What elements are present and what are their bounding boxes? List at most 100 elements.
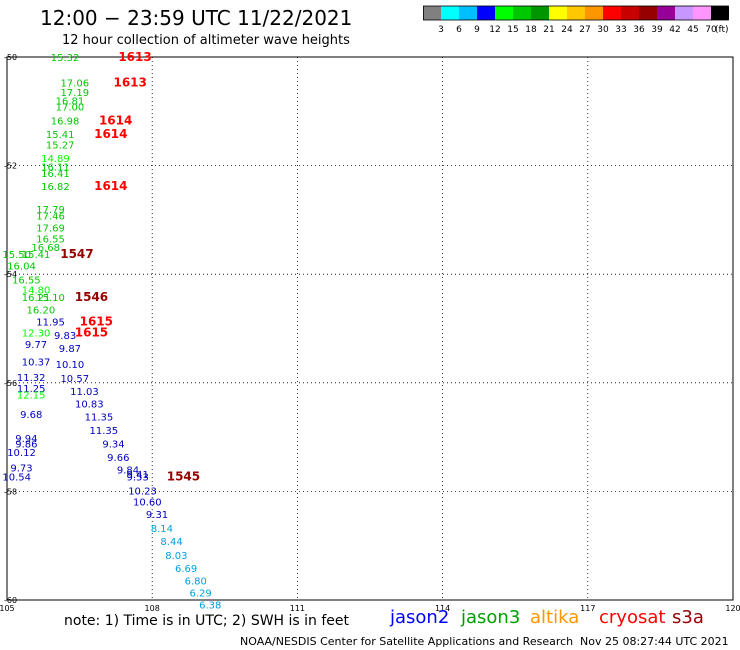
wave-height-value: 9.77 <box>25 340 47 351</box>
y-tick-label: -60 <box>4 596 17 605</box>
pass-time-label: 1546 <box>75 290 108 304</box>
wave-height-value: 16.04 <box>7 262 36 273</box>
wave-height-value: 16.81 <box>56 96 85 107</box>
wave-height-value: 9.66 <box>107 453 129 464</box>
wave-height-value: 12.15 <box>17 391 46 402</box>
wave-height-value: 16.21 <box>22 293 51 304</box>
wave-height-value: 9.83 <box>54 331 76 342</box>
wave-height-colorbar: 3 6 9 12 15 18 21 24 27 30 33 36 39 42 45 70(ft) <box>423 5 729 33</box>
wave-height-value: 11.03 <box>70 387 99 398</box>
wave-height-value: 15.41 <box>22 250 51 261</box>
wave-height-value: 16.55 <box>12 276 41 287</box>
colorbar-label: 18 <box>525 25 537 33</box>
colorbar-label: 9 <box>474 25 480 33</box>
wave-height-value: 14.80 <box>22 285 51 296</box>
wave-height-value: 11.35 <box>89 426 118 437</box>
wave-height-value: 6.38 <box>199 600 221 611</box>
colorbar-swatch <box>459 6 477 20</box>
wave-height-value: 6.29 <box>189 588 211 599</box>
pass-time-label: 1615 <box>80 314 113 328</box>
pass-time-label: 1613 <box>113 76 146 90</box>
wave-height-value: 10.23 <box>128 486 157 497</box>
wave-height-value: 17.46 <box>36 212 65 223</box>
wave-height-value: 11.25 <box>17 384 46 395</box>
colorbar-label: 3 <box>438 25 444 33</box>
colorbar-swatch <box>585 6 603 20</box>
wave-height-value: 14.89 <box>41 154 70 165</box>
wave-height-map: 105 108 111 114 117 120 -50 -52 -54 -56 -58 -60 15.3… <box>0 50 740 612</box>
x-tick-label: 111 <box>290 604 305 612</box>
colorbar-swatch <box>567 6 585 20</box>
pass-time-label: 1613 <box>118 50 151 64</box>
wave-height-value: 9.34 <box>102 440 124 451</box>
wave-height-value: 16.41 <box>41 169 70 180</box>
page-title: 12:00 − 23:59 UTC 11/22/2021 <box>40 6 353 30</box>
pass-time-label: 1545 <box>167 470 200 484</box>
footer-credit: NOAA/NESDIS Center for Satellite Applica… <box>240 635 574 648</box>
y-tick-label: -52 <box>4 162 17 171</box>
wave-height-value: 9.41 <box>127 470 149 481</box>
colorbar-swatch <box>621 6 639 20</box>
wave-height-value: 12.30 <box>22 328 51 339</box>
wave-height-value: 9.94 <box>15 434 37 445</box>
colorbar-label: 39 <box>651 25 663 33</box>
colorbar-label: 45 <box>687 25 698 33</box>
colorbar-swatch <box>657 6 675 20</box>
wave-height-value: 9.53 <box>127 473 149 484</box>
wave-height-value: 15.32 <box>51 53 80 64</box>
footer-note: note: 1) Time is in UTC; 2) SWH is in fe… <box>64 613 350 629</box>
x-tick-label: 117 <box>580 604 595 612</box>
wave-height-value: 10.83 <box>75 399 104 410</box>
colorbar-swatch <box>423 6 441 20</box>
legend-s3a: s3a <box>672 607 704 628</box>
footer-generated-date: Nov 25 08:27:44 UTC 2021 <box>580 635 729 648</box>
colorbar-swatch <box>495 6 513 20</box>
wave-height-value: 6.80 <box>185 576 207 587</box>
colorbar-label: 70 <box>705 25 717 33</box>
wave-height-value: 9.86 <box>15 440 37 451</box>
colorbar-label: 30 <box>597 25 609 33</box>
colorbar-label: 12 <box>489 25 500 33</box>
wave-height-value: 11.95 <box>36 317 65 328</box>
wave-height-value: 17.79 <box>36 205 65 216</box>
y-tick-label: -58 <box>4 487 17 496</box>
legend-jason2: jason2 <box>390 607 450 628</box>
pass-time-label: 1614 <box>99 114 132 128</box>
pass-time-label: 1615 <box>75 325 108 339</box>
wave-height-value: 15.10 <box>36 293 65 304</box>
y-tick-label: -54 <box>4 270 17 279</box>
colorbar-swatch <box>603 6 621 20</box>
wave-height-value: 10.60 <box>133 498 162 509</box>
colorbar-unit: (ft) <box>715 25 729 33</box>
wave-height-value: 8.03 <box>165 551 187 562</box>
x-tick-label: 114 <box>435 604 450 612</box>
colorbar-swatch <box>441 6 459 20</box>
x-tick-label: 108 <box>145 604 160 612</box>
wave-height-value: 10.54 <box>2 473 31 484</box>
colorbar-label: 15 <box>507 25 518 33</box>
y-tick-label: -50 <box>4 53 17 62</box>
wave-height-value: 16.68 <box>31 243 60 254</box>
wave-height-value: 10.37 <box>22 358 51 369</box>
wave-height-value: 16.55 <box>36 234 65 245</box>
legend-cryosat: cryosat <box>599 607 666 628</box>
colorbar-label: 6 <box>456 25 462 33</box>
colorbar-swatch <box>693 6 711 20</box>
wave-height-value: 11.32 <box>17 373 46 384</box>
wave-height-value: 17.19 <box>60 88 89 99</box>
colorbar-swatch <box>675 6 693 20</box>
pass-time-label: 1614 <box>94 179 127 193</box>
page-subtitle: 12 hour collection of altimeter wave hei… <box>62 33 350 48</box>
legend-altika: altika <box>530 607 580 628</box>
wave-height-value: 17.06 <box>60 79 89 90</box>
wave-height-value: 10.10 <box>56 360 85 371</box>
wave-height-value: 15.50 <box>2 250 31 261</box>
pass-time-label: 1547 <box>60 247 93 261</box>
wave-height-value: 15.27 <box>46 140 75 151</box>
colorbar-swatch <box>639 6 657 20</box>
colorbar-swatch <box>531 6 549 20</box>
colorbar-label: 42 <box>669 25 680 33</box>
wave-height-value: 17.00 <box>56 102 85 113</box>
colorbar-label: 21 <box>543 25 554 33</box>
plot-frame <box>6 56 734 601</box>
